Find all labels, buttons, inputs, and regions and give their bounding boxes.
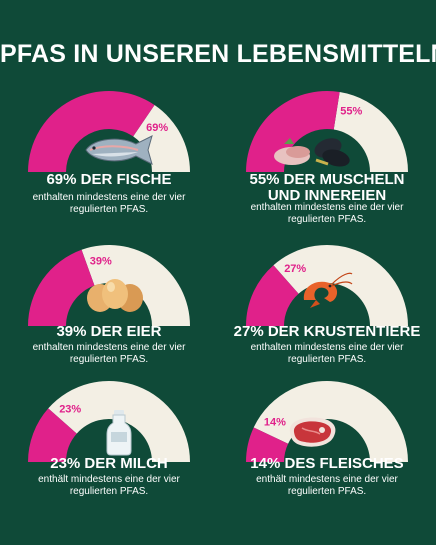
description-line: regulierten PFAS. <box>287 354 367 365</box>
percent-label: 55% <box>340 106 362 118</box>
gauge-value-segment <box>28 249 95 326</box>
headline-line: 69% DER FISCHE <box>46 171 172 188</box>
headline-line: 39% DER EIER <box>56 323 162 340</box>
gauge-value-segment <box>246 427 289 462</box>
chart-panel-eier: 39% 39% DER EIER enthalten mindestens ei… <box>0 236 218 386</box>
chart-panel-fleisch: 14% 14% DES FLEISCHES enthält mindestens… <box>218 372 436 522</box>
gauge-value-segment <box>28 408 77 462</box>
description-line: enthält mindestens eine der vier <box>38 474 180 485</box>
percent-label: 27% <box>284 263 306 275</box>
percent-label: 14% <box>264 417 286 429</box>
chart-panel-krustentiere: 27% 27% DER KRUSTENTIERE enthalten minde… <box>218 236 436 386</box>
headline-line: 27% DER KRUSTENTIERE <box>233 323 421 340</box>
description-line: regulierten PFAS. <box>69 204 149 215</box>
gauge-chart-fische: 69% <box>28 91 190 172</box>
gauge-value-segment <box>246 90 340 172</box>
page-title: PFAS IN UNSEREN LEBENSMITTELN: <box>0 40 436 68</box>
description-line: regulierten PFAS. <box>69 486 149 497</box>
description-line: enthalten mindestens eine der vier <box>32 192 186 203</box>
description-line: enthalten mindestens eine der vier <box>250 202 404 213</box>
gauge-value-segment <box>246 265 299 326</box>
gauge-chart-krustentiere: 27% <box>246 245 408 326</box>
gauge-remaining-segment <box>273 245 408 326</box>
percent-label: 23% <box>59 404 81 416</box>
headline-line: UND INNEREIEN <box>267 187 387 204</box>
description-line: regulierten PFAS. <box>69 354 149 365</box>
gauge-chart-milch: 23% <box>28 381 191 462</box>
headline-line: 14% DES FLEISCHES <box>250 455 404 472</box>
gauge-remaining-segment <box>48 381 191 462</box>
gauge-value-segment <box>28 91 155 172</box>
gauge-remaining-segment <box>133 105 190 172</box>
headline-line: 23% DER MILCH <box>50 455 168 472</box>
description-line: regulierten PFAS. <box>287 486 367 497</box>
gauge-chart-fleisch: 14% <box>246 381 408 462</box>
gauge-remaining-segment <box>333 91 408 172</box>
description-line: enthalten mindestens eine der vier <box>250 342 404 353</box>
gauge-chart-muscheln: 55% <box>246 90 408 172</box>
percent-label: 69% <box>146 122 168 134</box>
description-line: enthält mindestens eine der vier <box>256 474 398 485</box>
description-line: regulierten PFAS. <box>287 214 367 225</box>
headline-line: 55% DER MUSCHELN <box>249 171 405 188</box>
chart-panel-muscheln: 55% 55% DER MUSCHELN UND INNEREIEN entha… <box>218 82 436 232</box>
chart-panel-milch: 23% 23% DER MILCH enthält mindestens ein… <box>0 372 218 522</box>
chart-panel-fische: 69% 69% DER FISCHE enthalten mindestens … <box>0 82 218 232</box>
description-line: enthalten mindestens eine der vier <box>32 342 186 353</box>
percent-label: 39% <box>90 256 112 268</box>
gauge-remaining-segment <box>253 381 408 462</box>
